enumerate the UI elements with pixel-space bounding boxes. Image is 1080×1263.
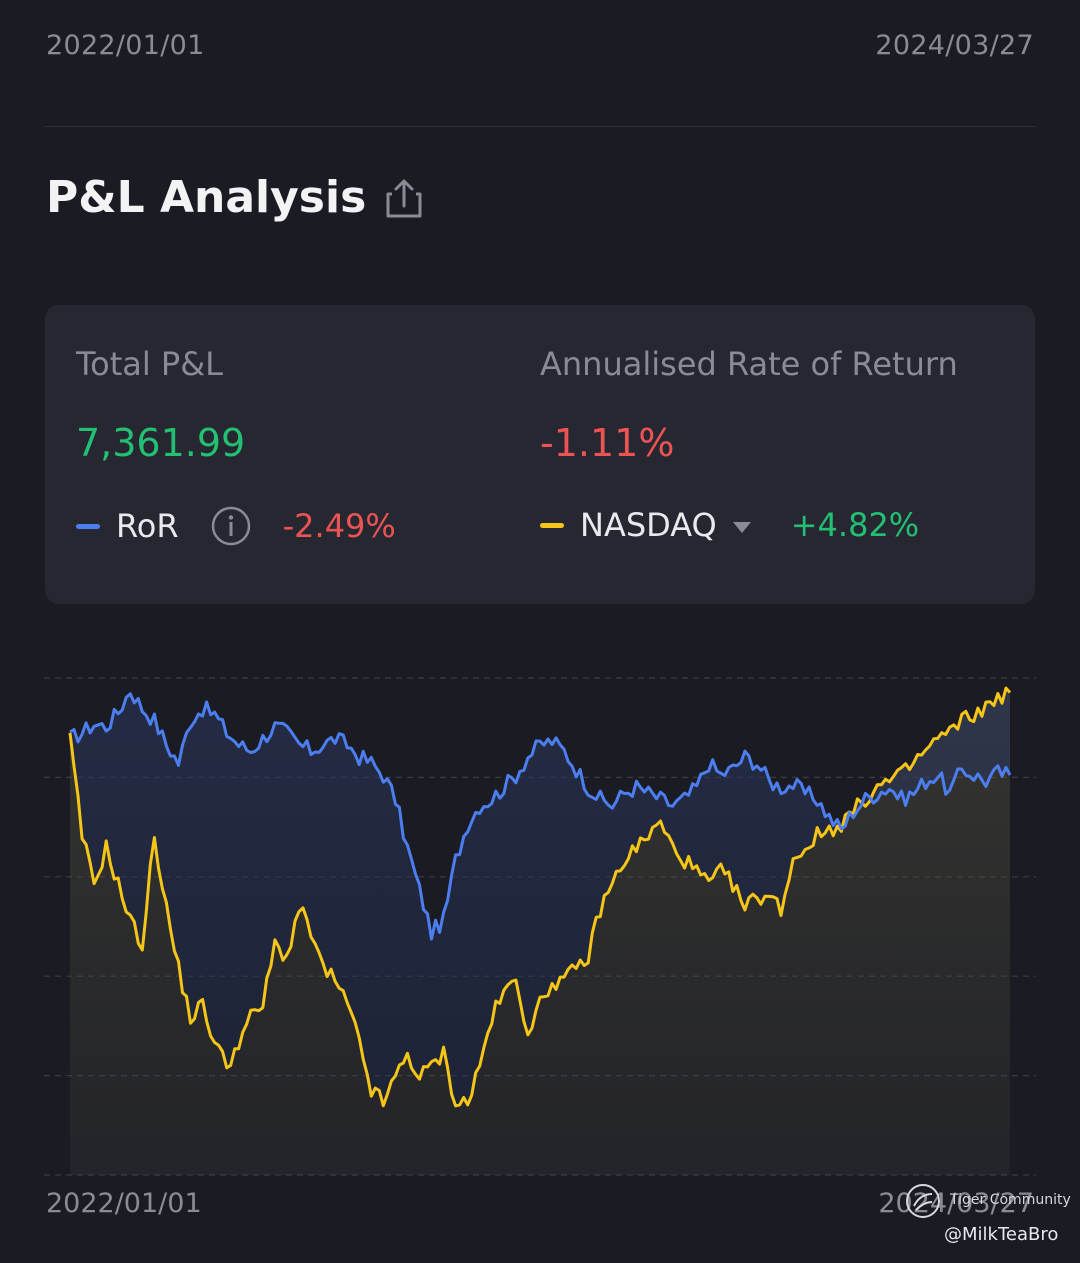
total-pl-value: 7,361.99 xyxy=(76,421,246,465)
nasdaq-value: +4.82% xyxy=(790,506,920,544)
summary-card: Total P&L 7,361.99 Annualised Rate of Re… xyxy=(45,305,1035,604)
ror-area xyxy=(70,688,1010,1106)
total-pl-label: Total P&L xyxy=(76,345,223,383)
x-axis-labels: 2022/01/01 2024/03/27 xyxy=(46,1188,1034,1219)
page-title: P&L Analysis xyxy=(46,172,367,223)
section-header: P&L Analysis xyxy=(46,172,424,223)
annualised-return-value: -1.11% xyxy=(540,421,675,465)
nasdaq-legend: NASDAQ +4.82% xyxy=(540,506,919,544)
start-date[interactable]: 2022/01/01 xyxy=(46,30,205,61)
benchmark-selector[interactable]: NASDAQ xyxy=(580,506,717,544)
ror-legend: RoR -2.49% xyxy=(76,506,396,546)
watermark: Tiger Community @MilkTeaBro xyxy=(904,1180,1074,1250)
x-tick-start: 2022/01/01 xyxy=(46,1188,202,1219)
ror-line xyxy=(69,692,1012,941)
share-icon[interactable] xyxy=(384,176,424,220)
annualised-return-label: Annualised Rate of Return xyxy=(540,345,958,383)
tiger-logo-icon xyxy=(906,1184,940,1218)
ror-legend-label: RoR xyxy=(116,507,179,545)
date-range: 2022/01/01 2024/03/27 xyxy=(46,30,1034,70)
nasdaq-line xyxy=(68,686,1012,1108)
ror-legend-swatch xyxy=(76,523,100,529)
divider xyxy=(44,126,1036,127)
dropdown-arrow-icon[interactable] xyxy=(732,521,751,533)
watermark-handle: @MilkTeaBro xyxy=(944,1224,1059,1245)
watermark-brand: Tiger Community xyxy=(950,1192,1071,1208)
info-icon[interactable] xyxy=(211,506,251,546)
nasdaq-area xyxy=(70,688,1010,1175)
x-tick-end: 2024/03/27 xyxy=(878,1188,1034,1219)
end-date[interactable]: 2024/03/27 xyxy=(875,30,1034,61)
ror-value: -2.49% xyxy=(282,507,396,545)
nasdaq-legend-swatch xyxy=(540,522,564,528)
